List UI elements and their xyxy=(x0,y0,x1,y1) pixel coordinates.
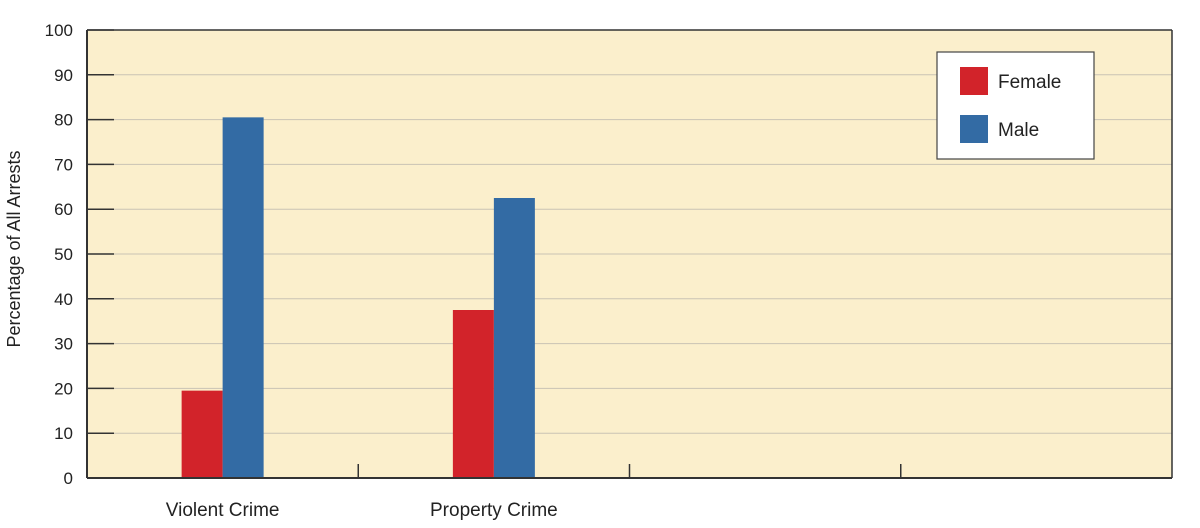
bar-male-0 xyxy=(222,117,264,479)
legend-swatch-female xyxy=(960,67,988,95)
y-axis-ticks: 0 10 20 30 40 50 60 70 80 90 100 xyxy=(45,21,73,488)
y-tick-label: 80 xyxy=(54,111,73,130)
y-tick-label: 50 xyxy=(54,245,73,264)
bar-female-1 xyxy=(452,310,494,478)
x-category-label: Property Crime xyxy=(430,500,558,521)
y-tick-label: 10 xyxy=(54,424,73,443)
y-tick-label: 90 xyxy=(54,66,73,85)
bar-male-1 xyxy=(493,198,535,478)
legend: Female Male xyxy=(936,51,1095,160)
bars xyxy=(181,117,535,479)
x-category-label: Violent Crime xyxy=(166,500,280,521)
y-tick-label: 20 xyxy=(54,379,73,398)
legend-swatch-male xyxy=(960,115,988,143)
legend-label-male: Male xyxy=(998,120,1039,141)
y-tick-label: 40 xyxy=(54,290,73,309)
y-tick-label: 100 xyxy=(45,21,73,40)
x-axis-categories: Violent Crime Property Crime xyxy=(166,500,558,521)
y-tick-label: 0 xyxy=(64,469,73,488)
legend-label-female: Female xyxy=(998,72,1061,93)
y-tick-label: 60 xyxy=(54,200,73,219)
bar-female-0 xyxy=(181,390,223,478)
y-axis-label: Percentage of All Arrests xyxy=(4,150,24,347)
y-tick-label: 30 xyxy=(54,335,73,354)
y-tick-label: 70 xyxy=(54,155,73,174)
axes xyxy=(86,29,1173,479)
